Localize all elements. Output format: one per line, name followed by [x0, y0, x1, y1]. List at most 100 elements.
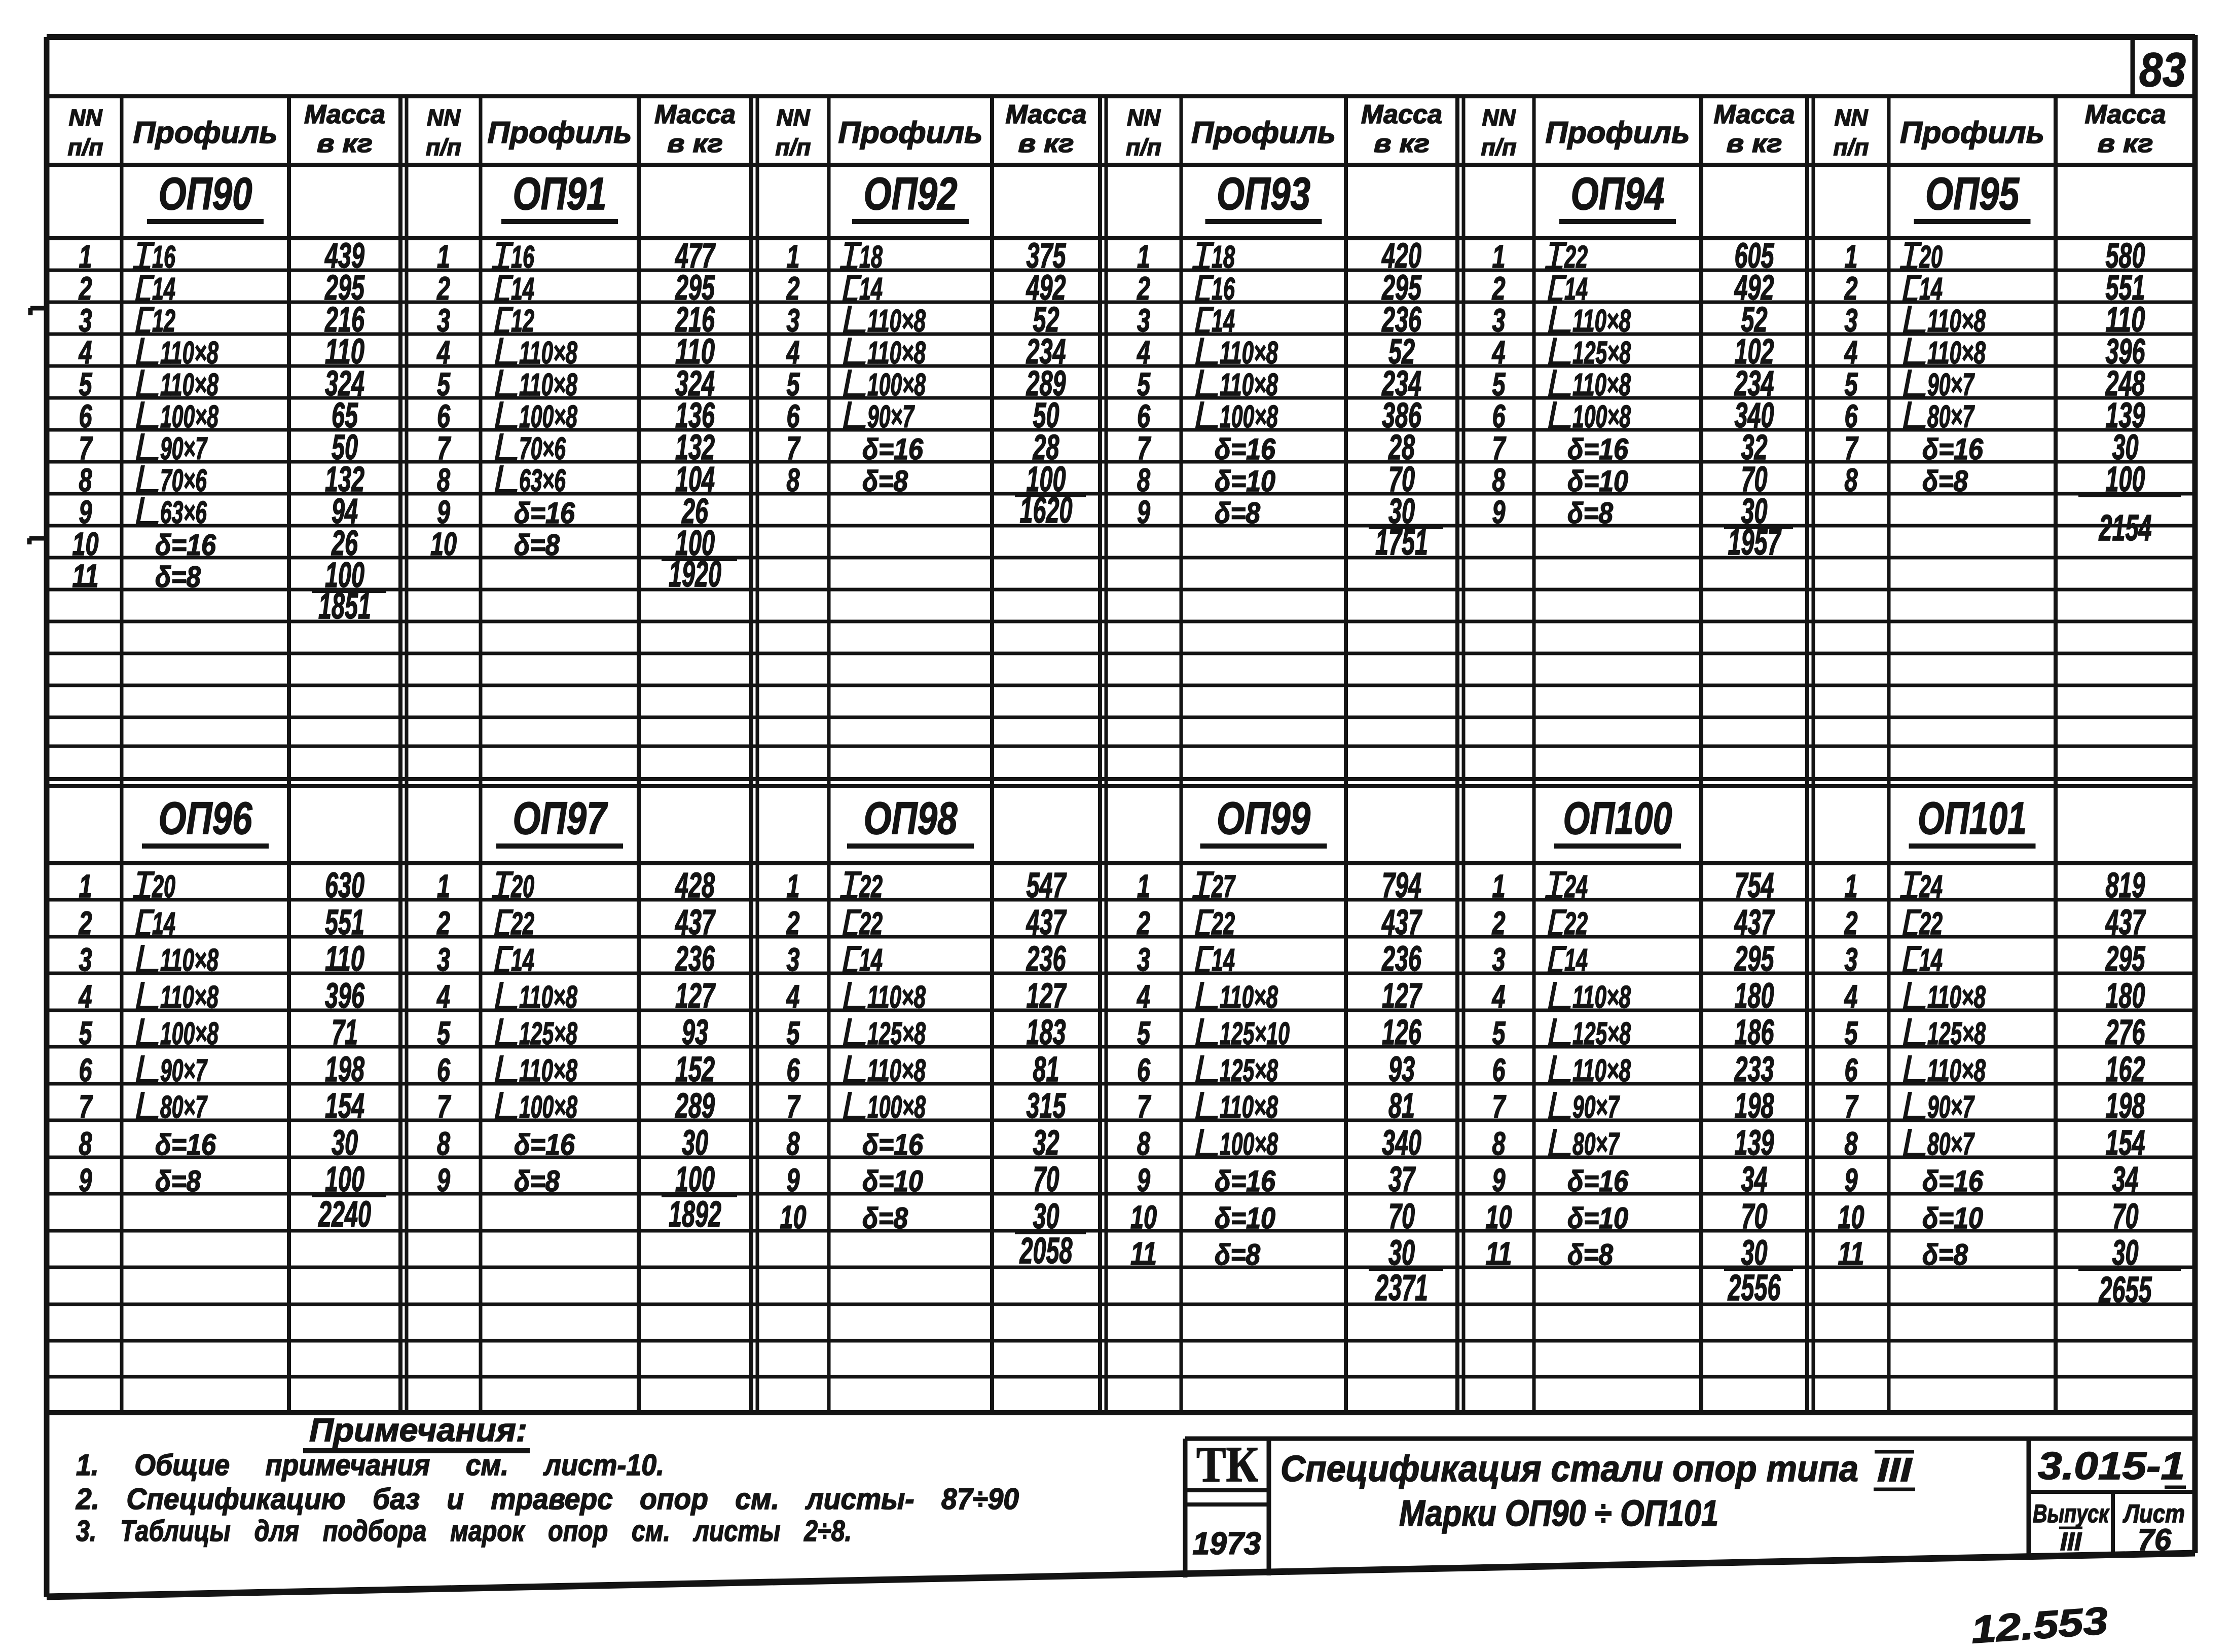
svg-text:11: 11 [1486, 1235, 1512, 1272]
svg-text:16: 16 [1212, 272, 1235, 307]
svg-text:3. Таблицы для подбора марок о: 3. Таблицы для подбора марок опор см. ли… [76, 1515, 852, 1548]
svg-text:3: 3 [1137, 941, 1150, 978]
svg-text:4: 4 [1137, 978, 1150, 1015]
svg-text:2: 2 [79, 905, 92, 941]
svg-text:22: 22 [1564, 240, 1588, 275]
svg-text:547: 547 [1027, 865, 1067, 905]
svg-text:δ=8: δ=8 [1215, 497, 1261, 530]
svg-text:324: 324 [675, 363, 715, 403]
svg-text:90×7: 90×7 [1927, 1090, 1975, 1125]
svg-text:492: 492 [1734, 268, 1774, 307]
svg-text:100×8: 100×8 [1220, 1127, 1278, 1162]
svg-text:551: 551 [325, 902, 364, 942]
svg-text:180: 180 [1735, 976, 1774, 1015]
svg-text:7: 7 [1492, 1088, 1507, 1125]
svg-text:9: 9 [1137, 494, 1150, 530]
svg-text:2: 2 [79, 270, 92, 307]
svg-text:94: 94 [332, 491, 358, 531]
svg-text:NN: NN [427, 104, 461, 131]
svg-text:9: 9 [437, 494, 450, 530]
svg-text:5: 5 [787, 366, 800, 402]
svg-text:6: 6 [437, 1052, 450, 1088]
svg-text:1920: 1920 [669, 554, 721, 595]
svg-text:Профиль: Профиль [838, 116, 983, 150]
svg-text:5: 5 [1492, 366, 1506, 402]
svg-text:30: 30 [1741, 1233, 1768, 1272]
svg-text:1. Общие примечания см. лист-1: 1. Общие примечания см. лист-10. [76, 1449, 664, 1482]
svg-text:4: 4 [1844, 334, 1857, 371]
svg-text:439: 439 [324, 236, 364, 275]
svg-text:1620: 1620 [1020, 490, 1073, 531]
svg-text:п/п: п/п [426, 134, 461, 160]
svg-text:90×7: 90×7 [160, 1053, 208, 1088]
svg-text:110×8: 110×8 [867, 980, 926, 1015]
svg-text:110×8: 110×8 [519, 336, 577, 371]
svg-text:52: 52 [1388, 332, 1415, 371]
svg-text:2371: 2371 [1375, 1268, 1428, 1308]
svg-text:1: 1 [1492, 868, 1506, 904]
svg-text:10: 10 [430, 526, 457, 562]
svg-text:18: 18 [859, 240, 883, 275]
svg-text:Примечания:: Примечания: [309, 1412, 527, 1448]
svg-text:90×7: 90×7 [1927, 368, 1975, 402]
svg-text:п/п: п/п [1126, 134, 1161, 160]
svg-text:3: 3 [1845, 302, 1858, 339]
svg-text:125×8: 125×8 [867, 1016, 926, 1051]
svg-text:110×8: 110×8 [867, 1053, 926, 1088]
svg-text:100: 100 [325, 555, 364, 595]
svg-text:216: 216 [324, 300, 365, 339]
svg-text:22: 22 [859, 869, 883, 904]
svg-text:δ=8: δ=8 [862, 1202, 908, 1235]
svg-text:71: 71 [332, 1012, 358, 1052]
svg-text:8: 8 [1492, 462, 1506, 498]
svg-text:ОП97: ОП97 [513, 793, 608, 844]
svg-text:437: 437 [2105, 902, 2146, 942]
svg-text:295: 295 [2105, 939, 2145, 978]
svg-text:276: 276 [2105, 1012, 2145, 1052]
svg-text:315: 315 [1027, 1086, 1067, 1125]
svg-text:δ=16: δ=16 [1922, 433, 1984, 466]
svg-text:110×8: 110×8 [1927, 1053, 1986, 1088]
svg-text:6: 6 [1492, 398, 1506, 434]
svg-text:70: 70 [1033, 1159, 1059, 1199]
svg-text:14: 14 [152, 906, 175, 941]
svg-text:Профиль: Профиль [1546, 116, 1690, 150]
svg-text:110×8: 110×8 [160, 980, 218, 1015]
svg-text:1: 1 [437, 238, 450, 275]
svg-text:14: 14 [1564, 272, 1588, 307]
svg-text:83: 83 [2139, 43, 2186, 97]
svg-text:3: 3 [437, 941, 450, 978]
svg-text:198: 198 [325, 1049, 364, 1089]
svg-text:3: 3 [1492, 302, 1506, 339]
svg-text:7: 7 [1137, 1088, 1151, 1125]
svg-text:δ=16: δ=16 [1567, 433, 1629, 466]
svg-text:δ=16: δ=16 [155, 1128, 216, 1161]
svg-text:9: 9 [1845, 1162, 1858, 1198]
svg-text:24: 24 [1564, 869, 1588, 904]
svg-text:80×7: 80×7 [160, 1090, 208, 1125]
svg-text:3: 3 [1137, 302, 1150, 339]
svg-text:34: 34 [1741, 1159, 1768, 1199]
svg-text:22: 22 [1919, 906, 1943, 941]
svg-text:295: 295 [324, 268, 365, 307]
svg-text:8: 8 [1492, 1125, 1506, 1162]
svg-text:132: 132 [675, 427, 715, 467]
svg-text:24: 24 [1919, 869, 1943, 904]
svg-text:Лист: Лист [2123, 1499, 2185, 1528]
svg-text:125×8: 125×8 [519, 1016, 577, 1051]
svg-text:100: 100 [675, 523, 715, 563]
svg-text:340: 340 [1382, 1123, 1421, 1162]
svg-text:δ=10: δ=10 [1567, 1202, 1628, 1235]
svg-text:δ=16: δ=16 [862, 1128, 924, 1161]
svg-text:1957: 1957 [1728, 522, 1782, 563]
svg-text:93: 93 [1388, 1049, 1415, 1089]
svg-text:9: 9 [437, 1162, 450, 1198]
svg-text:289: 289 [1026, 363, 1066, 403]
svg-text:6: 6 [1492, 1052, 1506, 1088]
svg-text:76: 76 [2138, 1523, 2172, 1557]
svg-text:100: 100 [325, 1159, 364, 1199]
svg-text:7: 7 [79, 430, 93, 466]
svg-text:32: 32 [1033, 1123, 1059, 1162]
svg-text:580: 580 [2106, 236, 2145, 275]
svg-text:δ=10: δ=10 [862, 1165, 923, 1198]
